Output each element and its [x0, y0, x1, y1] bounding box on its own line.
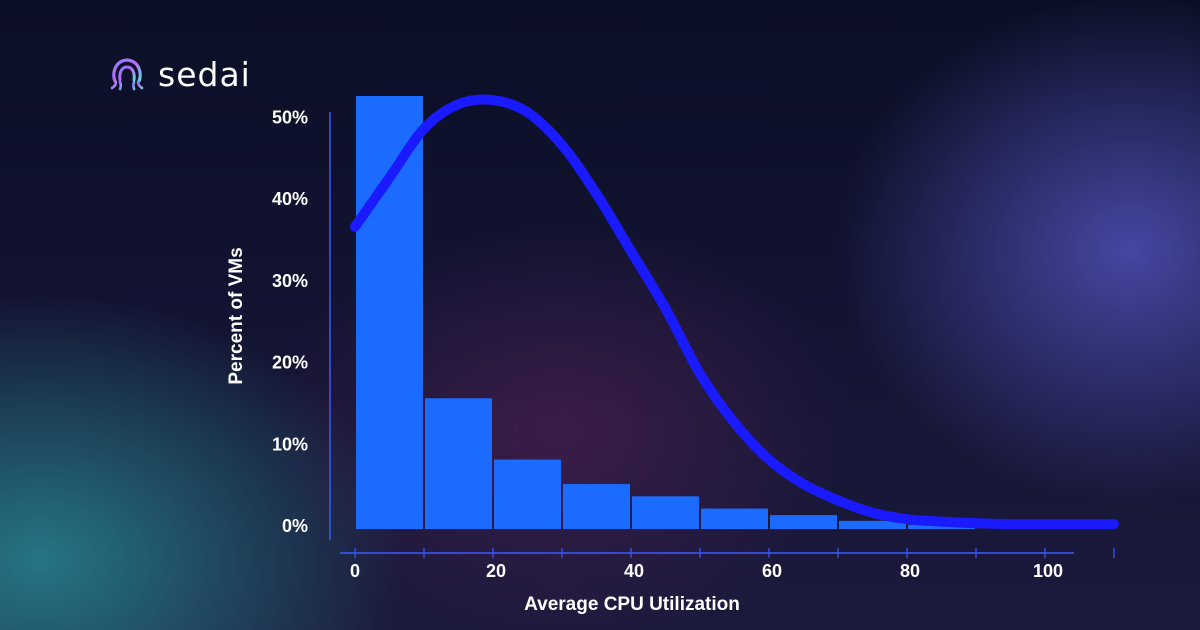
y-tick-label-4: 40% [272, 189, 308, 209]
histogram-bar-8 [908, 524, 975, 529]
y-tick-label-3: 30% [272, 271, 308, 291]
x-axis-title: Average CPU Utilization [524, 594, 740, 615]
x-tick-label-3: 60 [762, 561, 782, 581]
y-tick-label-5: 50% [272, 108, 308, 128]
chart-axes [329, 112, 1115, 558]
histogram-bar-3 [563, 484, 630, 529]
x-tick-label-4: 80 [900, 561, 920, 581]
x-tick-label-1: 20 [486, 561, 506, 581]
sedai-octopus-icon [110, 58, 144, 91]
y-tick-label-0: 0% [282, 516, 308, 536]
y-axis-title: Percent of VMs [226, 247, 247, 384]
brand-logo: sedai [108, 54, 251, 94]
histogram-bar-2 [494, 459, 561, 529]
y-tick-label-2: 20% [272, 353, 308, 373]
histogram-bar-0 [356, 95, 423, 530]
histogram-bar-1 [425, 398, 492, 529]
x-tick-label-5: 100 [1033, 561, 1063, 581]
distribution-curve [350, 94, 1119, 530]
brand-name: sedai [158, 54, 251, 94]
tick-labels: 0 20 40 60 80 100 0% 10% 20% 30% 40% 50% [272, 108, 1063, 582]
histogram-bar-4 [632, 496, 699, 529]
histogram-bar-5 [701, 508, 768, 529]
histogram-bars [356, 95, 975, 530]
x-tick-label-0: 0 [350, 561, 360, 581]
histogram-bar-6 [770, 515, 837, 529]
x-tick-label-2: 40 [624, 561, 644, 581]
y-tick-label-1: 10% [272, 434, 308, 454]
distribution-curve-layer [350, 94, 1119, 530]
histogram-bar-7 [839, 520, 906, 529]
